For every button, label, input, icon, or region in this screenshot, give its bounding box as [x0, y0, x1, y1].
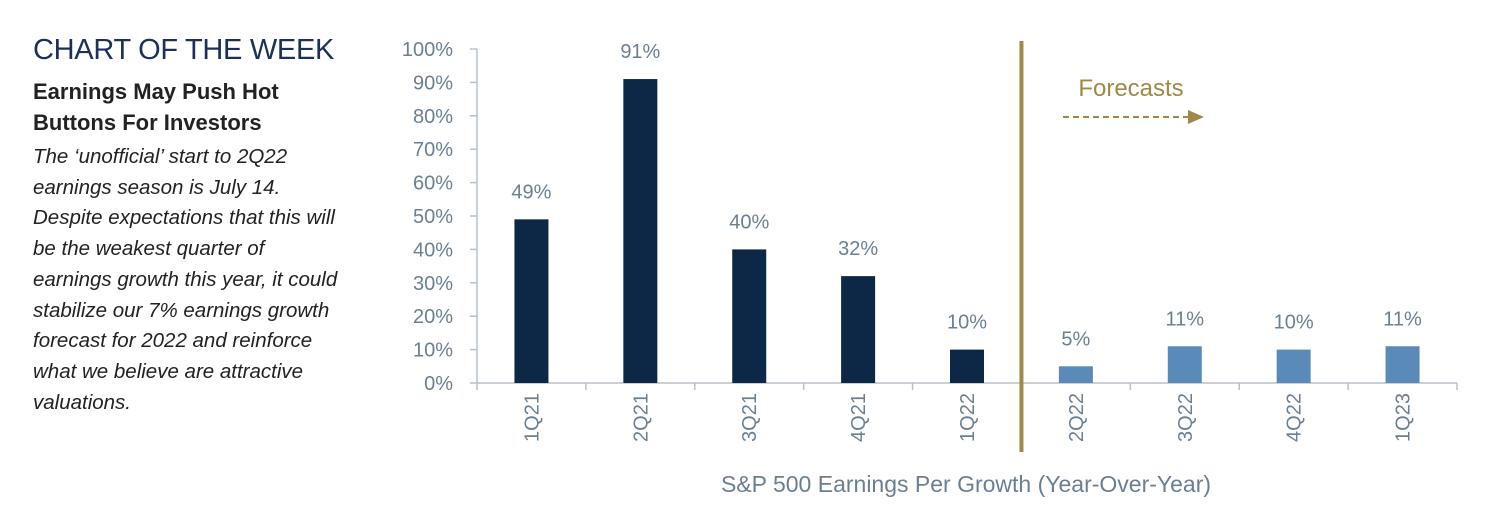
bars	[514, 79, 1420, 383]
y-tick-label: 70%	[413, 139, 453, 161]
kicker-title: CHART OF THE WEEK	[33, 34, 335, 66]
category-label: 2Q21	[630, 393, 652, 442]
data-label: 32%	[838, 238, 878, 260]
body-line: stabilize our 7% earnings growth	[33, 298, 330, 322]
bar-3q21	[732, 249, 767, 383]
body-line: what we believe are attractive	[33, 359, 304, 383]
body-line: forecast for 2022 and reinforce	[33, 329, 313, 353]
data-label: 40%	[729, 211, 769, 233]
data-label: 11%	[1383, 308, 1422, 330]
category-label: 3Q21	[739, 393, 761, 442]
y-tick-label: 30%	[413, 273, 453, 295]
bar-4q21	[841, 276, 876, 383]
bar-2q22	[1058, 366, 1093, 383]
bar-4q22	[1276, 349, 1311, 383]
x-axis	[476, 382, 1458, 390]
category-labels: 1Q21 2Q21 3Q21 4Q21 1Q22 2Q22 3Q22 4Q22 1Q23	[521, 393, 1414, 442]
y-tick-label: 10%	[413, 340, 453, 362]
headline: Earnings May Push Hot Buttons For Invest…	[33, 76, 398, 138]
y-tick-label: 20%	[413, 306, 453, 328]
body-line: The ‘unofficial’ start to 2Q22	[33, 145, 288, 168]
body-line: valuations.	[33, 390, 132, 414]
y-axis: 0% 10% 20% 30% 40% 50% 60% 70% 80% 90% 100%	[402, 39, 478, 395]
body-line: Despite expectations that this will	[33, 206, 335, 230]
bar-1q22	[950, 349, 984, 383]
y-tick-label: 80%	[413, 106, 453, 128]
body-text: The ‘unofficial’ start to 2Q22 earnings …	[33, 142, 398, 418]
headline-line-1: Earnings May Push Hot	[33, 79, 279, 104]
data-label: 49%	[511, 181, 551, 203]
data-label: 5%	[1061, 328, 1090, 350]
category-label: 1Q22	[957, 393, 979, 442]
category-label: 1Q23	[1393, 393, 1415, 442]
y-tick-label: 90%	[413, 72, 453, 94]
data-label: 10%	[947, 312, 987, 334]
category-label: 4Q21	[848, 393, 870, 442]
bar-3q22	[1167, 346, 1202, 383]
body-line: be the weakest quarter of	[33, 237, 265, 261]
data-labels: 49% 91% 40% 32% 10% 5% 11% 10% 11%	[511, 41, 1422, 350]
y-tick-label: 50%	[413, 206, 453, 228]
y-tick-label: 100%	[402, 39, 453, 61]
y-tick-label: 0%	[424, 373, 453, 395]
sidebar: CHART OF THE WEEK Earnings May Push Hot …	[33, 30, 398, 418]
bar-1q23	[1385, 346, 1420, 383]
forecast-arrow-head	[1188, 110, 1204, 124]
category-label: 4Q22	[1284, 393, 1306, 442]
y-tick-label: 60%	[413, 173, 453, 195]
forecast-label: Forecasts	[1078, 75, 1183, 102]
x-axis-title: S&P 500 Earnings Per Growth (Year-Over-Y…	[721, 471, 1211, 497]
data-label: 91%	[620, 41, 660, 63]
body-line: earnings growth this year, it could	[33, 267, 338, 291]
category-label: 3Q22	[1175, 393, 1197, 442]
y-tick-label: 40%	[413, 239, 453, 261]
headline-line-2: Buttons For Investors	[33, 110, 262, 135]
bar-2q21	[623, 79, 658, 383]
data-label: 11%	[1166, 308, 1205, 330]
data-label: 10%	[1274, 312, 1314, 334]
annotations: Forecasts	[1019, 41, 1204, 452]
bar-1q21	[514, 219, 549, 383]
category-label: 2Q22	[1066, 393, 1088, 442]
category-label: 1Q21	[521, 393, 543, 442]
body-line: earnings season is July 14.	[33, 175, 281, 199]
